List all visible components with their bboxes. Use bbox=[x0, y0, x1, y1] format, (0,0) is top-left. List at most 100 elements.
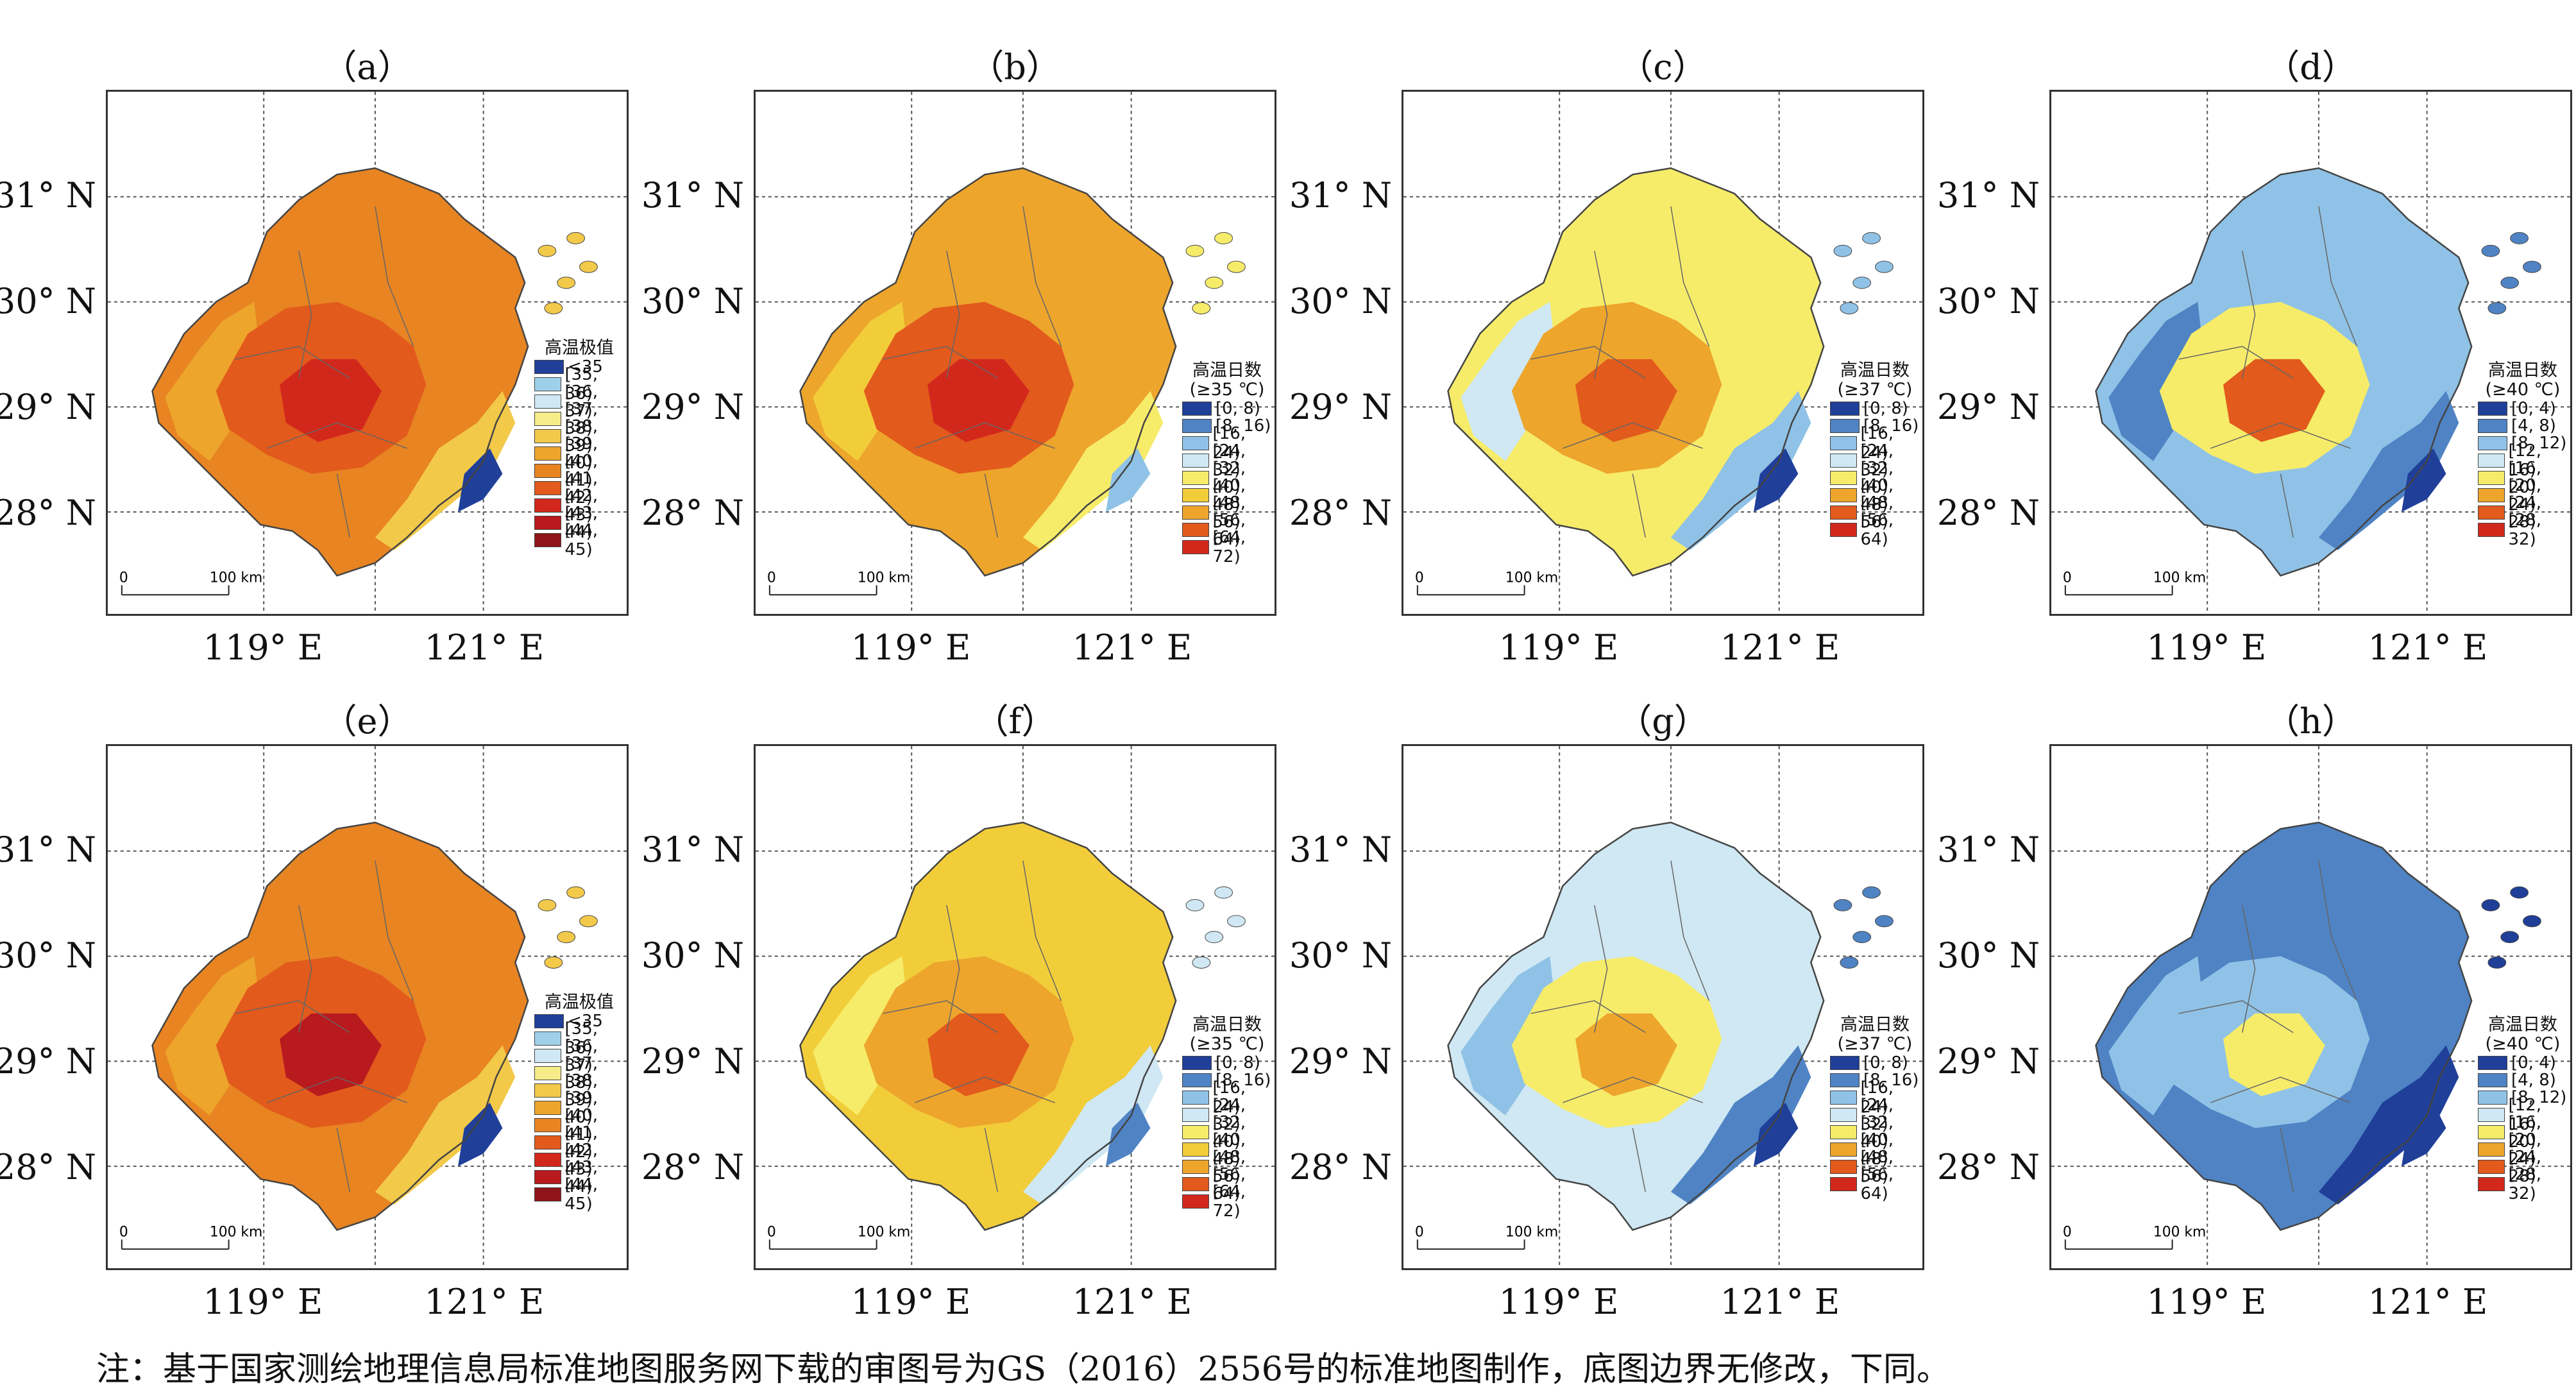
legend-label: [8, 16) bbox=[1863, 1070, 1919, 1090]
map-svg-b: 0 100 km bbox=[756, 92, 1275, 614]
lon-label: 121° E bbox=[1720, 627, 1840, 668]
legend-swatch bbox=[2478, 436, 2507, 450]
legend-label: [24, 32) bbox=[1212, 1095, 1246, 1134]
legend-item: [4, 8) bbox=[2478, 1071, 2568, 1090]
legend-swatch bbox=[1182, 1073, 1212, 1087]
legend-label: [8, 12) bbox=[2511, 433, 2567, 453]
legend-title: 高温日数 bbox=[1192, 1015, 1262, 1035]
legend-item: [38, 39) bbox=[534, 417, 624, 455]
island bbox=[557, 931, 576, 944]
legend-item: [40, 48) bbox=[1830, 476, 1920, 514]
legend-swatch bbox=[534, 515, 561, 530]
legend-item: [42, 43) bbox=[534, 486, 624, 525]
legend-item: [41, 42) bbox=[534, 469, 624, 507]
region-outer bbox=[165, 301, 261, 461]
legend-item: [12, 16) bbox=[2478, 441, 2568, 480]
legend-label: [56, 64) bbox=[1212, 510, 1246, 549]
legend-swatch bbox=[534, 394, 561, 409]
county-boundary bbox=[1562, 422, 1703, 449]
legend-b: 高温日数 (≥35 ℃) [0, 8) [8, 16) [16, 24) [24, 32)… bbox=[1182, 361, 1272, 566]
legend-swatch bbox=[534, 1152, 561, 1167]
legend-label: [40, 48) bbox=[1212, 475, 1246, 514]
legend-label: [44, 45) bbox=[564, 1175, 598, 1214]
scale-bar: 0 100 km bbox=[119, 570, 262, 596]
legend-label: [37, 38) bbox=[564, 1053, 598, 1092]
legend-label: [16, 24) bbox=[1860, 1078, 1894, 1117]
map-svg-a: 0 100 km bbox=[108, 92, 627, 614]
map-frame-b: 0 100 km 高温日数 (≥35 ℃) [0, 8) [8, 16) [16, 24)[… bbox=[754, 90, 1276, 616]
legend-swatch bbox=[1182, 1194, 1209, 1209]
map-svg-d: 0 100 km bbox=[2051, 92, 2570, 614]
county-boundary bbox=[266, 1076, 407, 1103]
legend-label: [20, 24) bbox=[2508, 475, 2542, 514]
legend-swatch bbox=[2478, 1107, 2505, 1122]
legend-swatch bbox=[1182, 522, 1209, 537]
legend-swatch bbox=[1830, 401, 1860, 416]
legend-label: [24, 32) bbox=[1212, 441, 1246, 480]
lon-label: 119° E bbox=[851, 1282, 971, 1322]
legend-item: [24, 28) bbox=[2478, 1148, 2568, 1186]
legend-swatch bbox=[2478, 488, 2505, 502]
lat-label: 28° N bbox=[0, 493, 96, 533]
legend-swatch bbox=[1182, 401, 1212, 416]
legend-label: [28, 32) bbox=[2508, 1164, 2542, 1203]
lat-label: 30° N bbox=[1289, 281, 1392, 321]
panel-label-e: （e） bbox=[322, 701, 412, 742]
legend-label: [40, 48) bbox=[1212, 1130, 1246, 1169]
map-frame-a: 0 100 km 高温极值 <35 [35, 36) [36, 37) [37, 38) [3… bbox=[106, 90, 629, 616]
island bbox=[1192, 302, 1211, 314]
legend-swatch bbox=[1830, 505, 1857, 520]
panel-label-c: （c） bbox=[1618, 47, 1707, 87]
island bbox=[538, 899, 557, 912]
county-boundary bbox=[235, 1000, 350, 1033]
legend-label: [48, 56) bbox=[1212, 493, 1246, 532]
lat-label: 31° N bbox=[1936, 829, 2040, 870]
island bbox=[2481, 899, 2500, 912]
lon-label: 119° E bbox=[1498, 627, 1619, 668]
island bbox=[1185, 899, 1205, 912]
region-coast bbox=[1670, 391, 1811, 550]
island bbox=[1840, 302, 1859, 314]
county-boundary bbox=[266, 422, 407, 449]
island bbox=[1862, 232, 1881, 244]
legend-swatch bbox=[2478, 505, 2505, 520]
legend-c: 高温日数 (≥37 ℃) [0, 8) [8, 16) [16, 24) [24, 32)… bbox=[1830, 361, 1920, 549]
legend-item: [8, 16) bbox=[1830, 416, 1920, 436]
island bbox=[2510, 232, 2529, 244]
lat-label: 31° N bbox=[641, 829, 744, 870]
province-boundary bbox=[1447, 167, 1825, 577]
region-outer bbox=[813, 956, 909, 1116]
legend-swatch bbox=[534, 1065, 561, 1080]
legend-swatch bbox=[1830, 1055, 1860, 1070]
county-boundary bbox=[984, 473, 998, 538]
county-boundary bbox=[298, 251, 312, 378]
lat-label: 30° N bbox=[641, 281, 744, 321]
legend-swatch bbox=[534, 446, 561, 461]
island bbox=[1214, 232, 1233, 244]
region-coast bbox=[1670, 1045, 1811, 1205]
legend-label: [42, 43) bbox=[564, 1140, 598, 1179]
region-cool bbox=[2401, 1102, 2446, 1167]
legend-label: [56, 64) bbox=[1860, 1164, 1894, 1203]
panel-label-f: （f） bbox=[974, 701, 1056, 742]
panel-label-a: （a） bbox=[322, 47, 412, 87]
province-boundary bbox=[2095, 167, 2473, 577]
svg-text:0: 0 bbox=[767, 1224, 776, 1240]
lat-label: 28° N bbox=[1289, 1147, 1392, 1187]
legend-swatch bbox=[534, 411, 561, 426]
legend-title: 高温日数 bbox=[2488, 1015, 2557, 1035]
county-boundary bbox=[1632, 473, 1646, 538]
island bbox=[2510, 886, 2529, 899]
region-hot bbox=[2223, 359, 2325, 442]
island bbox=[1227, 915, 1246, 928]
county-boundary bbox=[883, 1000, 998, 1033]
county-boundary bbox=[2318, 206, 2358, 347]
county-boundary bbox=[946, 251, 960, 378]
svg-text:0: 0 bbox=[119, 570, 128, 586]
lon-label: 121° E bbox=[1072, 1282, 1192, 1322]
legend-item: [44, 45) bbox=[534, 521, 624, 559]
legend-swatch bbox=[1182, 418, 1212, 433]
legend-label: [36, 37) bbox=[564, 1036, 598, 1075]
legend-item: [24, 32) bbox=[1830, 1096, 1920, 1134]
legend-label: [36, 37) bbox=[564, 382, 598, 421]
